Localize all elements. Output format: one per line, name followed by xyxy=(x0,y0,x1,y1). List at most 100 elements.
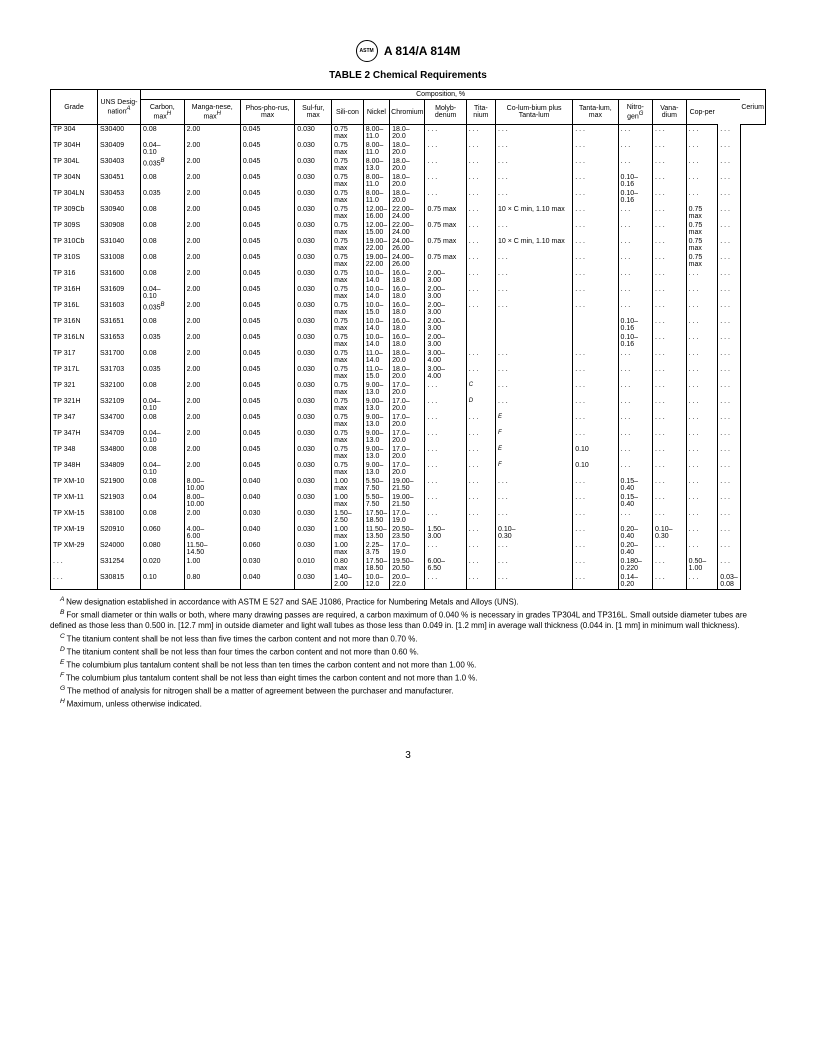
cell-s: 0.030 xyxy=(295,221,332,237)
cell-ti: . . . xyxy=(466,573,495,590)
cell-uns: S30908 xyxy=(98,221,141,237)
cell-ni: 11.0– 15.0 xyxy=(363,365,389,381)
cell-ni: 5.50– 7.50 xyxy=(363,477,389,493)
cell-n: . . . xyxy=(618,429,653,445)
cell-s: 0.030 xyxy=(295,157,332,173)
cell-ni: 11.50– 13.50 xyxy=(363,525,389,541)
cell-mo: 0.75 max xyxy=(425,205,466,221)
cell-uns: S31008 xyxy=(98,253,141,269)
cell-grade: TP 316LN xyxy=(51,333,98,349)
page-header: A 814/A 814M xyxy=(50,40,766,62)
cell-ta: . . . xyxy=(573,301,618,317)
cell-s: 0.030 xyxy=(295,141,332,157)
cell-cu: . . . xyxy=(686,493,718,509)
cell-uns: S21900 xyxy=(98,477,141,493)
cell-ti: . . . xyxy=(466,301,495,317)
table-row: TP 316S316000.082.000.0450.0300.75 max10… xyxy=(51,269,766,285)
cell-grade: TP 304L xyxy=(51,157,98,173)
cell-si: 0.80 max xyxy=(332,557,364,573)
cell-si: 1.00 max xyxy=(332,525,364,541)
cell-si: 0.75 max xyxy=(332,157,364,173)
footnotes: A New designation established in accorda… xyxy=(50,596,766,710)
cell-n: 0.180– 0.220 xyxy=(618,557,653,573)
cell-c: 0.08 xyxy=(141,125,185,142)
cell-uns: S30453 xyxy=(98,189,141,205)
cell-n: 0.10– 0.16 xyxy=(618,173,653,189)
cell-ce: . . . xyxy=(718,461,741,477)
cell-si: 0.75 max xyxy=(332,365,364,381)
cell-p: 0.045 xyxy=(240,157,294,173)
cell-ce: . . . xyxy=(718,349,741,365)
cell-cb: . . . xyxy=(496,157,573,173)
col-carbon: Carbon, maxH xyxy=(141,100,185,125)
cell-ce: . . . xyxy=(718,173,741,189)
cell-c: 0.035 xyxy=(141,189,185,205)
cell-v: . . . xyxy=(653,381,687,397)
cell-ni: 10.0– 14.0 xyxy=(363,317,389,333)
cell-cu: . . . xyxy=(686,301,718,317)
cell-cu: 0.75 max xyxy=(686,237,718,253)
cell-ni: 8.00– 11.0 xyxy=(363,189,389,205)
cell-ce: . . . xyxy=(718,493,741,509)
cell-uns: S34809 xyxy=(98,461,141,477)
cell-s: 0.010 xyxy=(295,557,332,573)
cell-s: 0.030 xyxy=(295,285,332,301)
cell-p: 0.045 xyxy=(240,301,294,317)
col-si: Sili-con xyxy=(332,100,364,125)
table-row: TP 348HS348090.04– 0.102.000.0450.0300.7… xyxy=(51,461,766,477)
cell-mo: . . . xyxy=(425,173,466,189)
cell-ti: . . . xyxy=(466,477,495,493)
cell-ti: . . . xyxy=(466,269,495,285)
cell-p: 0.045 xyxy=(240,461,294,477)
table-body: TP 304S304000.082.000.0450.0300.75 max8.… xyxy=(51,125,766,590)
cell-grade: TP 321 xyxy=(51,381,98,397)
table-title: TABLE 2 Chemical Requirements xyxy=(50,70,766,81)
cell-ta: . . . xyxy=(573,413,618,429)
cell-mo: . . . xyxy=(425,461,466,477)
cell-grade: TP XM-29 xyxy=(51,541,98,557)
cell-mn: 2.00 xyxy=(184,125,240,142)
cell-si: 0.75 max xyxy=(332,333,364,349)
cell-ta xyxy=(573,317,618,333)
cell-cu: . . . xyxy=(686,413,718,429)
cell-mn: 2.00 xyxy=(184,173,240,189)
cell-grade: TP 321H xyxy=(51,397,98,413)
cell-cr: 17.0– 20.0 xyxy=(390,445,425,461)
cell-grade: TP 310S xyxy=(51,253,98,269)
cell-si: 1.40– 2.00 xyxy=(332,573,364,590)
cell-cb: . . . xyxy=(496,541,573,557)
composition-header: Composition, % xyxy=(141,90,741,100)
cell-p: 0.045 xyxy=(240,173,294,189)
cell-ce: . . . xyxy=(718,381,741,397)
cell-n: . . . xyxy=(618,381,653,397)
cell-ta: . . . xyxy=(573,205,618,221)
cell-cr: 18.0– 20.0 xyxy=(390,349,425,365)
cell-cb: . . . xyxy=(496,493,573,509)
cell-mo: . . . xyxy=(425,509,466,525)
cell-ce: . . . xyxy=(718,445,741,461)
cell-ta: . . . xyxy=(573,125,618,142)
cell-cu: . . . xyxy=(686,189,718,205)
cell-ni: 8.00– 13.0 xyxy=(363,157,389,173)
cell-grade: TP XM-19 xyxy=(51,525,98,541)
cell-ce: . . . xyxy=(718,477,741,493)
cell-cu: . . . xyxy=(686,509,718,525)
cell-v: . . . xyxy=(653,205,687,221)
cell-mn: 2.00 xyxy=(184,269,240,285)
cell-cr: 19.00– 21.50 xyxy=(390,477,425,493)
cell-ti: . . . xyxy=(466,429,495,445)
cell-uns: S34800 xyxy=(98,445,141,461)
cell-ni: 12.00– 15.00 xyxy=(363,221,389,237)
cell-ti: . . . xyxy=(466,349,495,365)
col-uns: UNS Desig-nationA xyxy=(98,90,141,125)
cell-ta: 0.10 xyxy=(573,461,618,477)
cell-si: 1.00 max xyxy=(332,477,364,493)
cell-ce: . . . xyxy=(718,253,741,269)
cell-cr: 18.0– 20.0 xyxy=(390,141,425,157)
cell-cu: . . . xyxy=(686,429,718,445)
cell-cb: . . . xyxy=(496,141,573,157)
cell-ce: . . . xyxy=(718,365,741,381)
cell-grade: TP 347 xyxy=(51,413,98,429)
cell-cu: . . . xyxy=(686,381,718,397)
cell-p: 0.045 xyxy=(240,445,294,461)
